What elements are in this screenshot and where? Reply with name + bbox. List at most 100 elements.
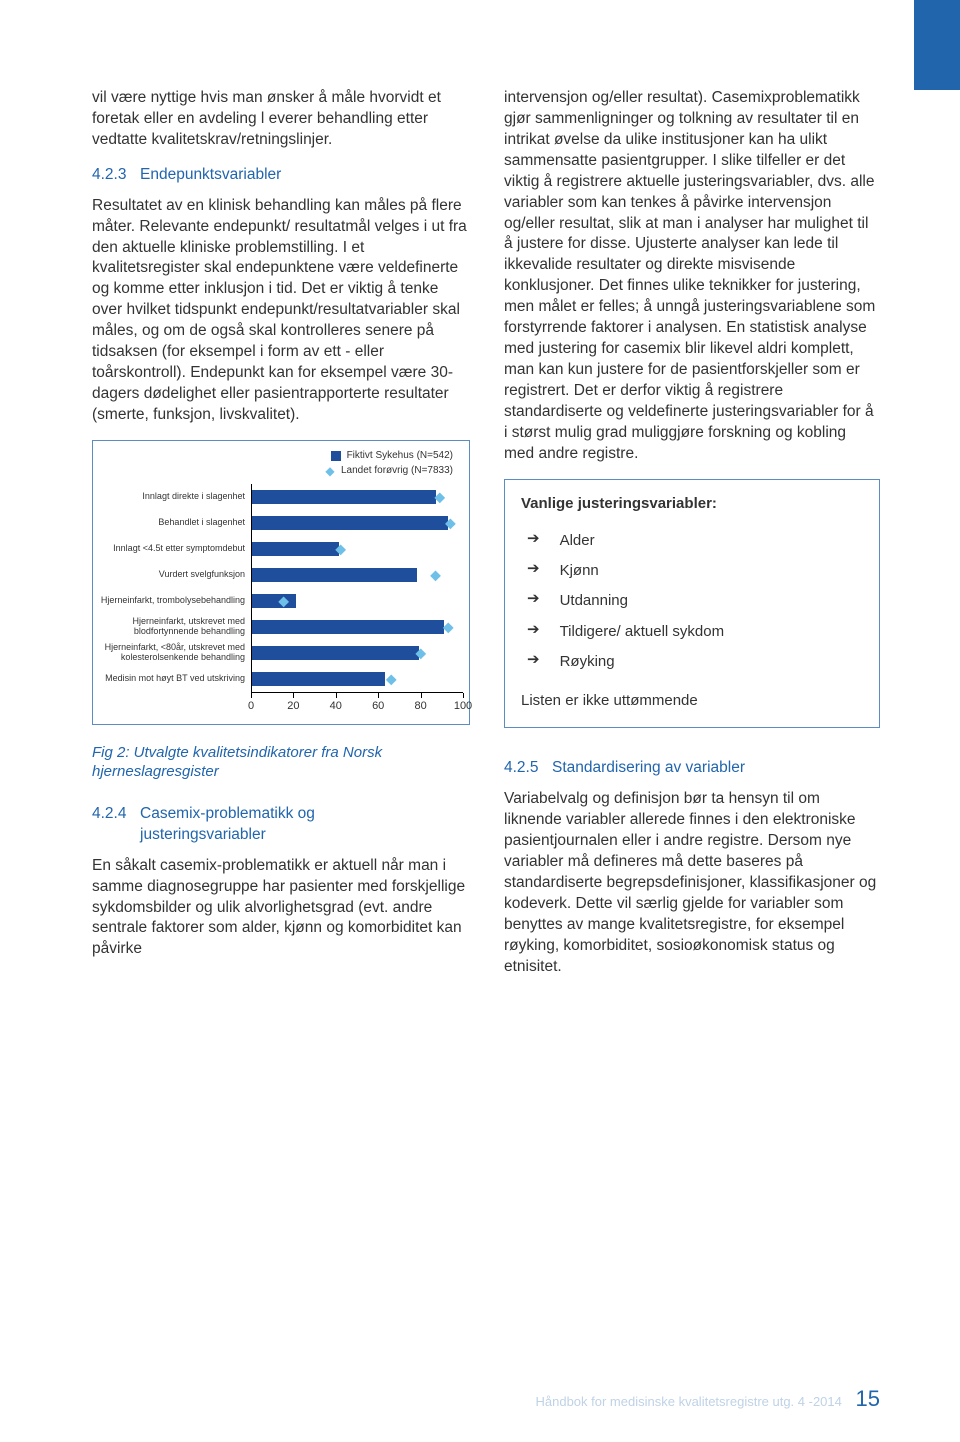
axis-tick-label: 40: [330, 699, 342, 714]
chart-plot-area: ◆: [251, 614, 463, 640]
info-list-item: ➔ Alder: [527, 526, 863, 556]
info-list-item-label: Tildigere/ aktuell sykdom: [560, 622, 725, 642]
info-list-item-label: Kjønn: [560, 561, 599, 581]
legend-label: Landet forøvrig (N=7833): [341, 464, 453, 478]
section-title: Standardisering av variabler: [552, 759, 745, 776]
adjustment-variables-box: Vanlige justeringsvariabler: ➔ Alder ➔ Kjøn…: [504, 479, 880, 729]
chart-row-label: Innlagt <4.5t etter symptomdebut: [99, 544, 251, 554]
footer-text: Håndbok for medisinske kvalitetsregistre…: [536, 1394, 842, 1409]
axis-tick-label: 100: [454, 699, 472, 714]
info-list-item: ➔ Kjønn: [527, 556, 863, 586]
chart-plot-area: ◆: [251, 536, 463, 562]
axis-tick-label: 0: [248, 699, 254, 714]
chart-rows: Innlagt direkte i slagenhet◆Behandlet i …: [99, 484, 463, 692]
chart-bar: [252, 516, 448, 530]
arrow-icon: ➔: [527, 622, 540, 637]
axis-tick: [293, 693, 294, 698]
axis-tick-label: 80: [414, 699, 426, 714]
info-list-item-label: Røyking: [560, 652, 615, 672]
section-423-body: Resultatet av en klinisk behandling kan …: [92, 196, 470, 426]
legend-diamond-icon: ◆: [325, 466, 335, 476]
chart-row: Vurdert svelgfunksjon ◆: [99, 562, 463, 588]
chart-row-label: Hjerneinfarkt, <80år, utskrevet medkoles…: [99, 643, 251, 663]
page-footer: Håndbok for medisinske kvalitetsregistre…: [536, 1384, 881, 1414]
chart-legend: Fiktivt Sykehus (N=542) ◆ Landet forøvri…: [99, 449, 463, 478]
axis-tick: [463, 693, 464, 698]
arrow-icon: ➔: [527, 531, 540, 546]
axis-tick-label: 60: [372, 699, 384, 714]
arrow-icon: ➔: [527, 561, 540, 576]
right-column: intervensjon og/eller resultat). Casemix…: [504, 88, 880, 992]
chart-marker-icon: ◆: [415, 643, 426, 662]
chart-bar: [252, 672, 385, 686]
intro-paragraph: vil være nyttige hvis man ønsker å måle …: [92, 88, 470, 151]
chart-row: Hjerneinfarkt, trombolysebehandling◆: [99, 588, 463, 614]
quality-indicators-chart: Fiktivt Sykehus (N=542) ◆ Landet forøvri…: [92, 440, 470, 725]
section-number: 4.2.4: [92, 804, 140, 825]
axis-tick: [378, 693, 379, 698]
chart-marker-icon: ◆: [445, 513, 456, 532]
chart-row: Behandlet i slagenhet ◆: [99, 510, 463, 536]
chart-row: Hjerneinfarkt, utskrevet medblodfortynne…: [99, 614, 463, 640]
info-box-title: Vanlige justeringsvariabler:: [521, 494, 863, 514]
section-title: Endepunktsvariabler: [140, 166, 281, 183]
chart-row: Medisin mot høyt BT ved utskriving ◆: [99, 666, 463, 692]
info-list-item: ➔ Tildigere/ aktuell sykdom: [527, 617, 863, 647]
legend-square-icon: [331, 451, 341, 461]
axis-tick-label: 20: [287, 699, 299, 714]
section-title-line1: Casemix-problematikk og: [140, 804, 315, 825]
legend-item-hospital: Fiktivt Sykehus (N=542): [331, 449, 453, 463]
axis-tick: [251, 693, 252, 698]
chart-plot-area: ◆: [251, 640, 463, 666]
info-list-item-label: Utdanning: [560, 591, 628, 611]
section-number: 4.2.3: [92, 165, 140, 186]
chart-row-label: Innlagt direkte i slagenhet: [99, 492, 251, 502]
page-content: vil være nyttige hvis man ønsker å måle …: [0, 0, 960, 992]
section-heading-423: 4.2.3Endepunktsvariabler: [92, 165, 470, 186]
chart-bar: [252, 646, 419, 660]
chart-bar: [252, 490, 436, 504]
chart-marker-icon: ◆: [335, 539, 346, 558]
chart-plot-area: ◆: [251, 510, 463, 536]
chart-bar: [252, 594, 296, 608]
chart-bar: [252, 620, 444, 634]
chart-row: Innlagt <4.5t etter symptomdebut ◆: [99, 536, 463, 562]
info-box-footnote: Listen er ikke uttømmende: [521, 691, 863, 711]
legend-item-country: ◆ Landet forøvrig (N=7833): [325, 464, 453, 478]
chart-row-label: Behandlet i slagenhet: [99, 518, 251, 528]
chart-plot-area: ◆: [251, 666, 463, 692]
chart-marker-icon: ◆: [386, 669, 397, 688]
arrow-icon: ➔: [527, 652, 540, 667]
arrow-icon: ➔: [527, 591, 540, 606]
chart-row: Hjerneinfarkt, <80år, utskrevet medkoles…: [99, 640, 463, 666]
chart-plot-area: ◆: [251, 484, 463, 510]
chart-row-label: Medisin mot høyt BT ved utskriving: [99, 674, 251, 684]
section-heading-425: 4.2.5Standardisering av variabler: [504, 758, 880, 779]
section-425-body: Variabelvalg og definisjon bør ta hensyn…: [504, 789, 880, 977]
info-list-item-label: Alder: [560, 531, 595, 551]
chart-bar: [252, 568, 417, 582]
section-number: 4.2.5: [504, 758, 552, 779]
legend-label: Fiktivt Sykehus (N=542): [347, 449, 453, 463]
chart-plot-area: ◆: [251, 588, 463, 614]
figure-caption: Fig 2: Utvalgte kvalitetsindikatorer fra…: [92, 743, 470, 782]
page-number: 15: [846, 1386, 880, 1411]
info-box-list: ➔ Alder ➔ Kjønn ➔ Utdanning ➔ Tildigere/ aktuel…: [527, 526, 863, 677]
chart-x-axis: 020406080100: [99, 692, 463, 714]
chart-row: Innlagt direkte i slagenhet◆: [99, 484, 463, 510]
info-list-item: ➔ Røyking: [527, 647, 863, 677]
axis-tick: [421, 693, 422, 698]
chart-plot-area: ◆: [251, 562, 463, 588]
chart-row-label: Vurdert svelgfunksjon: [99, 570, 251, 580]
right-top-paragraph: intervensjon og/eller resultat). Casemix…: [504, 88, 880, 465]
section-title-line2: justeringsvariabler: [92, 825, 470, 846]
info-list-item: ➔ Utdanning: [527, 586, 863, 616]
section-heading-424: 4.2.4Casemix-problematikk og justeringsv…: [92, 804, 470, 846]
chart-marker-icon: ◆: [443, 617, 454, 636]
axis-tick: [336, 693, 337, 698]
corner-tab: [914, 0, 960, 90]
left-column: vil være nyttige hvis man ønsker å måle …: [92, 88, 470, 992]
chart-row-label: Hjerneinfarkt, trombolysebehandling: [99, 596, 251, 606]
chart-bar: [252, 542, 339, 556]
chart-marker-icon: ◆: [430, 565, 441, 584]
